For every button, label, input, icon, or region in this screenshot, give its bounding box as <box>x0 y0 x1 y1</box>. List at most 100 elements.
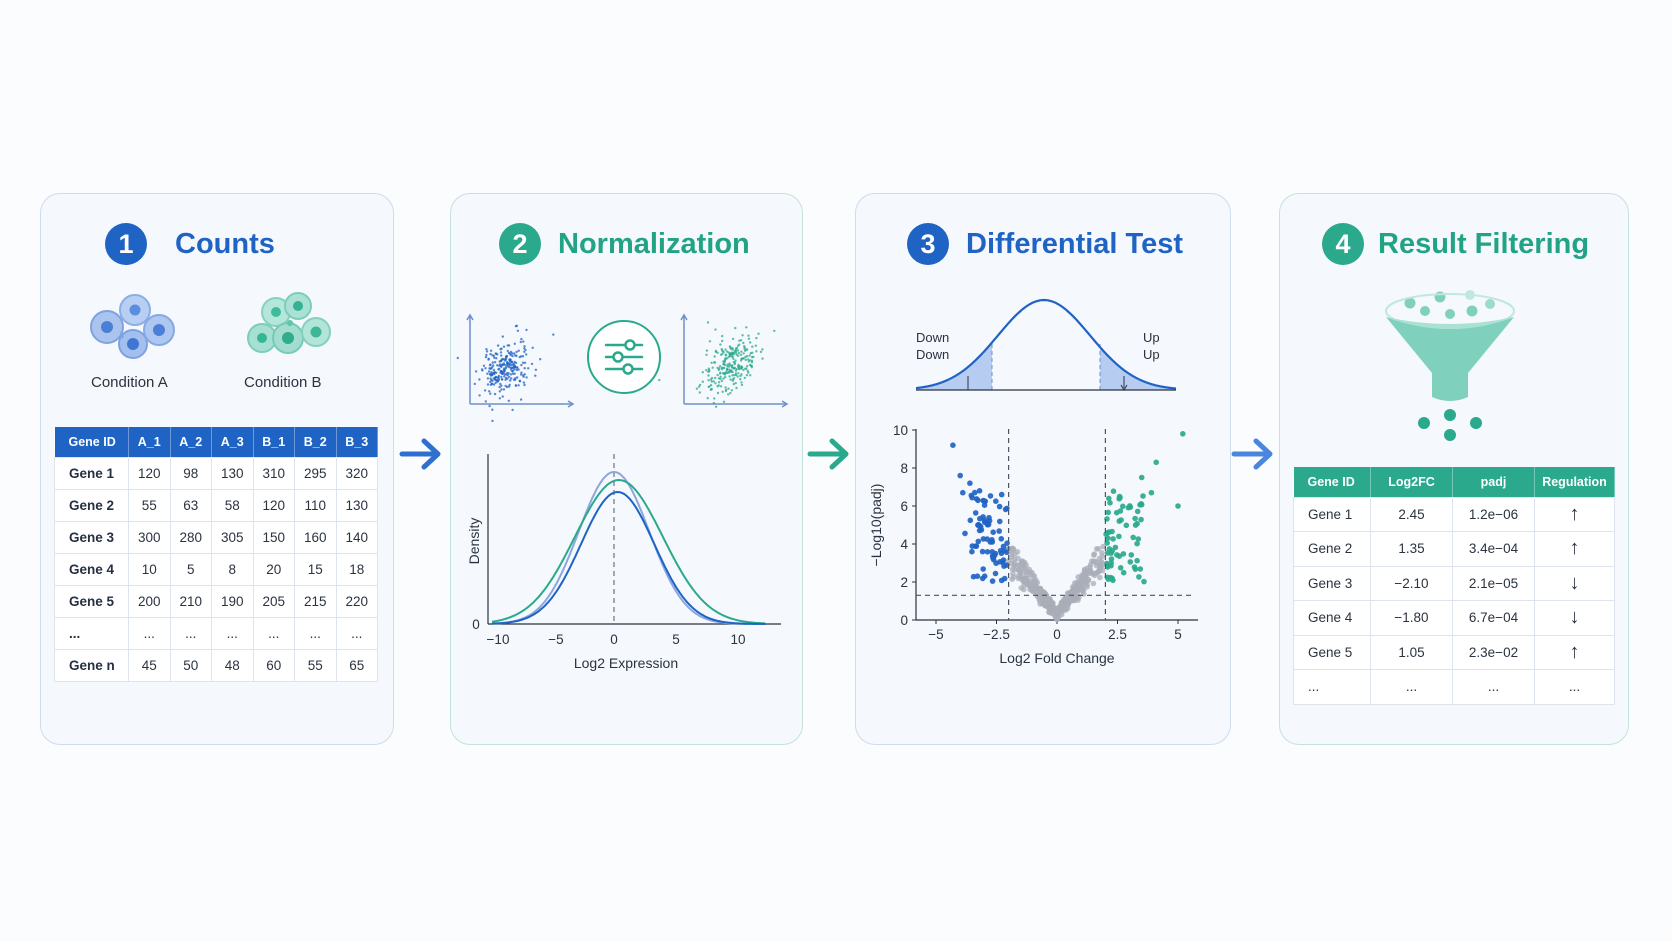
scatter-dot <box>513 342 516 345</box>
count-cell: 130 <box>335 488 378 522</box>
scatter-dot <box>761 348 764 351</box>
volcano-point-up <box>1118 517 1124 523</box>
count-cell: ... <box>169 616 212 650</box>
scatter-dot <box>495 357 498 360</box>
scatter-dot <box>478 378 481 381</box>
volcano-point-up <box>1136 574 1142 580</box>
volcano-point-down <box>996 528 1002 534</box>
volcano-point-up <box>1180 431 1186 437</box>
scatter-dot <box>511 408 514 412</box>
count-cell: ... <box>335 616 378 650</box>
scatter-dot <box>714 382 717 385</box>
results-table-header-row: Gene ID Log2FC padj Regulation <box>1293 467 1615 497</box>
step-3-badge: 3 <box>907 223 949 265</box>
volcano-point-up <box>1138 516 1144 523</box>
scatter-dot <box>514 354 517 357</box>
volcano-point-up <box>1105 576 1112 582</box>
scatter-dot <box>722 366 725 370</box>
scatter-dot <box>721 334 724 338</box>
log2fc-cell: −2.10 <box>1370 565 1453 601</box>
volcano-point-down <box>973 543 980 549</box>
scatter-dot <box>507 344 511 347</box>
scatter-dot <box>727 393 730 396</box>
scatter-dot <box>716 385 719 388</box>
scatter-dot <box>501 395 504 398</box>
scatter-dot <box>516 366 519 370</box>
scatter-dot <box>737 363 740 367</box>
scatter-dot <box>722 377 725 380</box>
scatter-dot <box>491 354 494 357</box>
scatter-dot <box>705 369 708 372</box>
volcano-point-ns <box>1100 543 1106 550</box>
volcano-point-ns <box>1087 564 1093 570</box>
scatter-dot <box>484 400 487 403</box>
scatter-dot <box>491 419 494 423</box>
scatter-dot <box>519 398 523 401</box>
volcano-point-ns <box>1015 567 1021 573</box>
scatter-dot <box>759 350 763 354</box>
volcano-point-down <box>972 510 979 516</box>
scatter-dot <box>749 374 752 377</box>
count-cell: 8 <box>211 552 254 586</box>
scatter-dot <box>488 404 491 408</box>
volcano-point-up <box>1134 508 1141 515</box>
scatter-dot <box>504 378 507 381</box>
density-curve <box>492 470 766 625</box>
scatter-dot <box>498 390 501 393</box>
volcano-point-ns <box>1032 585 1039 592</box>
y-tick-label: 2 <box>900 575 908 590</box>
scatter-dot <box>712 401 716 405</box>
condition-a-cells-icon <box>90 294 175 359</box>
scatter-dot <box>724 388 728 392</box>
scatter-dot <box>489 374 493 377</box>
scatter-dot <box>723 373 727 376</box>
scatter-dot <box>523 345 526 348</box>
volcano-point-up <box>1175 503 1181 509</box>
scatter-dot <box>523 383 526 387</box>
volcano-point-down <box>984 520 991 526</box>
volcano-point-up <box>1128 552 1135 558</box>
scatter-dot <box>738 339 741 342</box>
volcano-point-ns <box>1082 569 1089 575</box>
volcano-point-down <box>967 480 973 486</box>
gene-id-cell: Gene 5 <box>1293 634 1371 670</box>
scatter-dot <box>747 334 750 337</box>
volcano-point-ns <box>1024 582 1031 588</box>
scatter-dot <box>743 347 746 350</box>
scatter-dot <box>731 348 735 351</box>
counts-table: Gene ID A_1 A_2 A_3 B_1 B_2 B_3 Gene 1 12… <box>54 427 378 682</box>
volcano-point-down <box>969 548 975 555</box>
gene-id-cell: Gene 1 <box>54 456 129 490</box>
scatter-dot <box>739 374 742 378</box>
scatter-dot <box>714 376 717 380</box>
volcano-point-ns <box>1054 616 1060 623</box>
volcano-point-down <box>969 543 976 549</box>
scatter-dot <box>740 383 744 387</box>
scatter-dot <box>734 326 737 330</box>
null-distribution: Down Down Up Up <box>915 298 1177 391</box>
table-row: Gene 5 200 210 190 205 215 220 <box>54 584 378 618</box>
count-cell: 320 <box>335 456 378 490</box>
scatter-dot <box>732 357 735 360</box>
volcano-point-ns <box>1090 580 1097 587</box>
scatter-dot <box>713 397 716 400</box>
volcano-point-up <box>1120 569 1127 576</box>
scatter-dot <box>718 365 722 368</box>
scatter-dot <box>489 392 492 395</box>
scatter-dot <box>490 371 493 374</box>
x-tick-label: 10 <box>730 632 745 647</box>
volcano-point-down <box>968 492 975 499</box>
scatter-dot <box>707 379 710 382</box>
volcano-point-down <box>957 472 963 479</box>
volcano-point-ns <box>1036 593 1042 600</box>
volcano-point-up <box>1134 540 1140 547</box>
x-tick-label: 0 <box>1053 627 1061 642</box>
scatter-dot <box>507 385 511 388</box>
volcano-point-up <box>1130 534 1136 541</box>
scatter-dot <box>456 356 459 360</box>
scatter-dot <box>742 368 745 372</box>
scatter-dot <box>743 349 747 352</box>
gene-id-cell: Gene n <box>54 648 129 682</box>
scatter-dot <box>747 337 751 340</box>
scatter-dot <box>491 408 494 411</box>
